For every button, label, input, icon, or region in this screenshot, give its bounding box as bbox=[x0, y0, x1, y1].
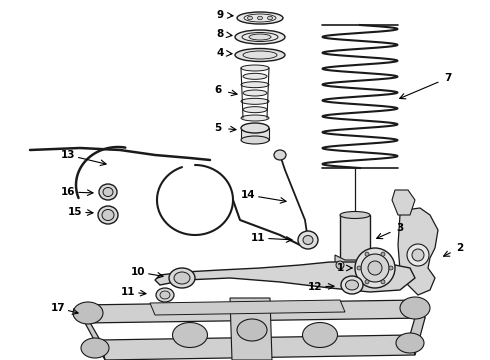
Ellipse shape bbox=[237, 319, 267, 341]
Ellipse shape bbox=[102, 210, 114, 220]
Ellipse shape bbox=[407, 244, 429, 266]
Ellipse shape bbox=[341, 276, 363, 294]
Polygon shape bbox=[241, 128, 269, 140]
Ellipse shape bbox=[235, 49, 285, 62]
Ellipse shape bbox=[243, 90, 267, 96]
Ellipse shape bbox=[274, 150, 286, 160]
Ellipse shape bbox=[357, 266, 361, 270]
Ellipse shape bbox=[412, 249, 424, 261]
Ellipse shape bbox=[235, 30, 285, 44]
Ellipse shape bbox=[268, 16, 272, 20]
Ellipse shape bbox=[156, 288, 174, 302]
Text: 16: 16 bbox=[61, 187, 75, 197]
Ellipse shape bbox=[361, 254, 389, 282]
Ellipse shape bbox=[103, 188, 113, 197]
Polygon shape bbox=[150, 300, 345, 315]
Ellipse shape bbox=[400, 297, 430, 319]
Polygon shape bbox=[398, 208, 438, 295]
Text: 10: 10 bbox=[131, 267, 145, 277]
Ellipse shape bbox=[249, 34, 271, 40]
Text: 9: 9 bbox=[217, 10, 223, 20]
Ellipse shape bbox=[247, 16, 252, 20]
Ellipse shape bbox=[241, 65, 269, 71]
Text: 6: 6 bbox=[215, 85, 221, 95]
Ellipse shape bbox=[241, 115, 269, 121]
Text: 5: 5 bbox=[215, 123, 221, 133]
Ellipse shape bbox=[160, 291, 170, 299]
Ellipse shape bbox=[365, 280, 369, 284]
Ellipse shape bbox=[258, 16, 263, 20]
Polygon shape bbox=[80, 300, 425, 323]
Ellipse shape bbox=[81, 338, 109, 358]
Ellipse shape bbox=[172, 323, 207, 347]
Text: 11: 11 bbox=[121, 287, 135, 297]
Text: 8: 8 bbox=[217, 29, 223, 39]
Ellipse shape bbox=[243, 107, 267, 113]
Text: 2: 2 bbox=[456, 243, 464, 253]
Text: 3: 3 bbox=[396, 223, 404, 233]
Polygon shape bbox=[335, 255, 375, 280]
Polygon shape bbox=[230, 298, 272, 360]
Ellipse shape bbox=[241, 98, 269, 104]
Ellipse shape bbox=[241, 136, 269, 144]
Text: 7: 7 bbox=[444, 73, 452, 83]
Polygon shape bbox=[155, 262, 415, 292]
Ellipse shape bbox=[243, 73, 267, 79]
Ellipse shape bbox=[340, 212, 370, 219]
Text: 1: 1 bbox=[336, 263, 343, 273]
Ellipse shape bbox=[241, 82, 269, 88]
Ellipse shape bbox=[302, 323, 338, 347]
Ellipse shape bbox=[237, 12, 283, 24]
Ellipse shape bbox=[368, 261, 382, 275]
Text: 17: 17 bbox=[50, 303, 65, 313]
Ellipse shape bbox=[366, 261, 374, 269]
Polygon shape bbox=[100, 335, 415, 360]
Ellipse shape bbox=[99, 184, 117, 200]
Ellipse shape bbox=[98, 206, 118, 224]
Ellipse shape bbox=[336, 261, 344, 269]
Polygon shape bbox=[392, 190, 415, 215]
Polygon shape bbox=[410, 300, 425, 355]
Text: 13: 13 bbox=[61, 150, 75, 160]
Ellipse shape bbox=[241, 123, 269, 133]
Ellipse shape bbox=[345, 280, 359, 290]
Text: 14: 14 bbox=[241, 190, 255, 200]
Ellipse shape bbox=[169, 268, 195, 288]
Ellipse shape bbox=[355, 248, 395, 288]
Text: 11: 11 bbox=[251, 233, 265, 243]
Ellipse shape bbox=[381, 280, 385, 284]
Ellipse shape bbox=[389, 266, 393, 270]
Ellipse shape bbox=[298, 231, 318, 249]
Ellipse shape bbox=[365, 252, 369, 256]
Ellipse shape bbox=[174, 272, 190, 284]
Ellipse shape bbox=[73, 302, 103, 324]
Polygon shape bbox=[80, 305, 105, 360]
Text: 4: 4 bbox=[216, 48, 224, 58]
Text: 12: 12 bbox=[308, 282, 322, 292]
Text: 15: 15 bbox=[68, 207, 82, 217]
Ellipse shape bbox=[303, 235, 313, 244]
Ellipse shape bbox=[381, 252, 385, 256]
Polygon shape bbox=[340, 215, 370, 265]
Ellipse shape bbox=[302, 235, 314, 245]
Ellipse shape bbox=[396, 333, 424, 353]
